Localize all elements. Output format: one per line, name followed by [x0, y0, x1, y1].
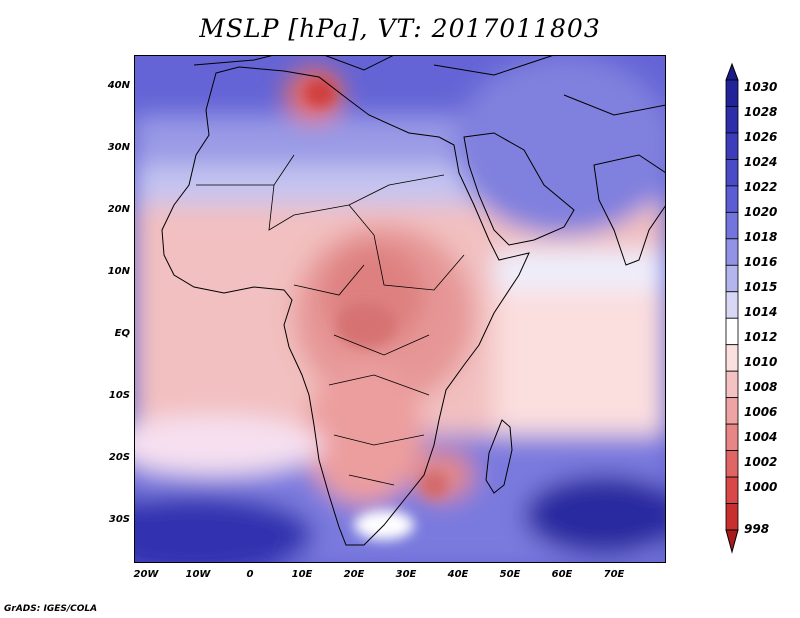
colorbar-swatch	[725, 291, 739, 319]
colorbar-swatch	[725, 132, 739, 160]
lat-tick: 20S	[108, 452, 130, 463]
colorbar-label: 1008	[744, 380, 778, 394]
colorbar-label: 1024	[744, 155, 778, 169]
colorbar-label: 1022	[744, 180, 778, 194]
colorbar-bottom-arrow	[725, 529, 739, 554]
lat-tick: EQ	[114, 328, 130, 339]
map-title: MSLP [hPa], VT: 2017011803	[199, 14, 601, 43]
lat-tick: 10N	[107, 266, 130, 277]
colorbar-swatch	[725, 238, 739, 266]
colorbar-label: 1012	[744, 330, 778, 344]
colorbar-swatch	[725, 185, 739, 213]
lon-tick: 10W	[185, 569, 211, 580]
colorbar-swatch	[725, 370, 739, 399]
colorbar-label: 1006	[744, 405, 778, 419]
lat-tick: 20N	[107, 204, 130, 215]
colorbar-swatch	[725, 397, 739, 425]
credit-text: GrADS: IGES/COLA	[4, 604, 98, 614]
lon-tick: 20W	[133, 569, 159, 580]
colorbar-swatch	[725, 79, 739, 107]
colorbar-swatch	[725, 476, 739, 504]
colorbar-label: 1000	[744, 480, 778, 494]
colorbar-swatch	[725, 264, 739, 293]
lat-tick: 30S	[108, 514, 130, 525]
lon-tick: 40E	[447, 569, 469, 580]
lat-tick: 30N	[107, 142, 130, 153]
mslp-map	[134, 55, 666, 563]
colorbar-label: 1030	[744, 80, 778, 94]
colorbar-swatch	[725, 106, 739, 134]
colorbar-swatch	[725, 317, 739, 346]
colorbar	[725, 62, 739, 554]
colorbar-label: 1026	[744, 130, 778, 144]
colorbar-swatch	[725, 344, 739, 372]
colorbar-top-arrow	[725, 62, 739, 81]
colorbar-label: 1014	[744, 305, 778, 319]
colorbar-label: 1016	[744, 255, 778, 269]
lon-tick: 30E	[395, 569, 417, 580]
lon-tick: 20E	[343, 569, 365, 580]
lat-tick: 10S	[108, 390, 130, 401]
lon-tick: 50E	[499, 569, 521, 580]
colorbar-label: 1004	[744, 430, 778, 444]
colorbar-label: 1010	[744, 355, 778, 369]
colorbar-swatch	[725, 423, 739, 451]
lon-tick: 70E	[603, 569, 625, 580]
lat-tick: 40N	[107, 80, 130, 91]
colorbar-label: 1020	[744, 205, 778, 219]
lon-tick: 0	[246, 569, 254, 580]
colorbar-label: 1002	[744, 455, 778, 469]
colorbar-label: 998	[744, 522, 770, 536]
colorbar-label: 1028	[744, 105, 778, 119]
colorbar-swatch	[725, 159, 739, 187]
colorbar-swatch	[725, 503, 739, 531]
lon-tick: 10E	[291, 569, 313, 580]
colorbar-swatch	[725, 211, 739, 240]
colorbar-swatch	[725, 450, 739, 478]
colorbar-label: 1018	[744, 230, 778, 244]
lon-tick: 60E	[551, 569, 573, 580]
colorbar-label: 1015	[744, 280, 778, 294]
